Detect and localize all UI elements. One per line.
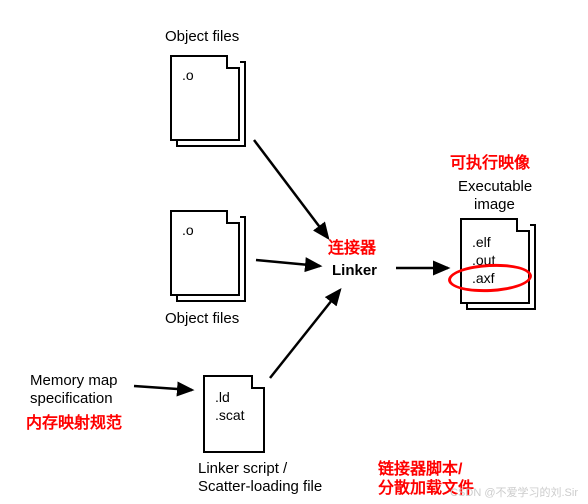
memory-map-red-label: 内存映射规范 xyxy=(26,414,122,433)
file-corner xyxy=(516,218,530,232)
watermark-text: CSDN @不爱学习的刘.Sir xyxy=(450,484,578,500)
linker-script-file-icon: .ld .scat xyxy=(203,375,265,453)
memory-map-label-1: Memory map xyxy=(30,372,118,390)
object-files-top-label: Object files xyxy=(165,28,239,46)
linker-script-label-2: Scatter-loading file xyxy=(198,478,322,496)
linker-red-label: 连接器 xyxy=(328,239,376,258)
linker-bold-label: Linker xyxy=(332,262,377,280)
file-corner xyxy=(251,375,265,389)
arrow-script-to-linker xyxy=(270,290,340,378)
file-front: .o xyxy=(170,210,240,296)
ld-ext-text: .ld xyxy=(215,389,230,405)
executable-label-1: Executable xyxy=(458,178,532,196)
file-corner xyxy=(226,210,240,224)
file-corner xyxy=(226,55,240,69)
arrow-mid-o-to-linker xyxy=(256,260,320,266)
memory-map-label-2: specification xyxy=(30,390,113,408)
elf-ext-text: .elf xyxy=(472,234,491,250)
executable-label-2: image xyxy=(474,196,515,214)
linker-script-label-1: Linker script / xyxy=(198,460,287,478)
file-ext-text: .o xyxy=(182,67,194,83)
file-ext-text: .o xyxy=(182,222,194,238)
linker-script-red-1: 链接器脚本/ xyxy=(378,460,462,479)
scat-ext-text: .scat xyxy=(215,407,245,423)
file-front: .o xyxy=(170,55,240,141)
executable-red-label: 可执行映像 xyxy=(450,154,530,173)
arrow-memmap-to-script xyxy=(134,386,192,390)
object-files-mid-label: Object files xyxy=(165,310,239,328)
arrow-top-o-to-linker xyxy=(254,140,328,238)
